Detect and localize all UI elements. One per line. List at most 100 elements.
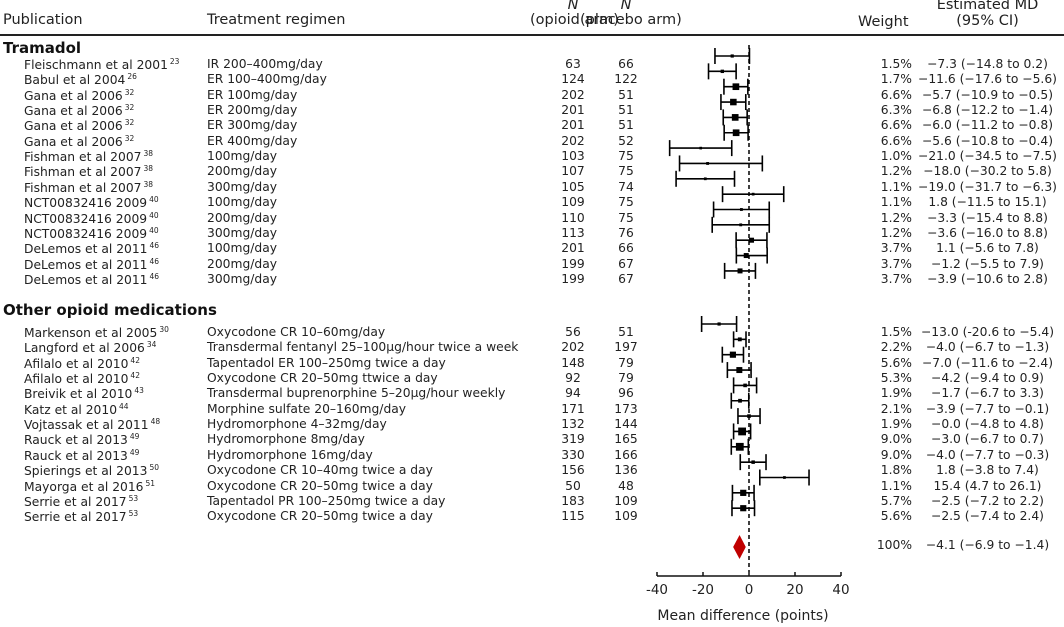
n-placebo: 75 [618,195,634,210]
estimated-md: −21.0 (−34.5 to −7.5) [918,149,1057,164]
publication-name: Fishman et al 2007 [24,180,142,195]
publication: Afilalo et al 2010 42 [24,371,140,386]
reference-number: 42 [130,355,140,365]
publication-name: DeLemos et al 2011 [24,257,148,272]
study-row: Gana et al 2006 32 ER 100mg/day 202 51 6.6% −5… [0,88,1064,103]
n-placebo: 75 [618,149,634,164]
reference-number: 38 [143,149,154,159]
publication: Rauck et al 2013 49 [24,432,139,447]
publication-name: Markenson et al 2005 [24,326,158,340]
point-estimate [736,367,743,374]
weight: 5.3% [880,371,912,386]
n-placebo: 79 [618,355,634,370]
publication: NCT00832416 2009 40 [24,211,159,226]
weight: 1.2% [880,210,912,225]
header-publication: Publication [3,12,83,28]
study-mark [721,186,785,203]
reference-number: 46 [149,241,160,251]
treatment-regimen: Oxycodone CR 10–60mg/day [207,325,386,339]
estimated-md: −18.0 (−30.2 to 5.8) [923,164,1052,179]
publication: Mayorga et al 2016 51 [24,479,155,494]
point-estimate [732,129,740,137]
n-opioid: 319 [561,432,585,447]
treatment-regimen: ER 200mg/day [207,103,298,118]
n-opioid: 201 [561,103,585,118]
n-placebo: 66 [618,57,634,71]
weight: 5.6% [880,355,912,370]
reference-number: 42 [130,371,140,381]
n-placebo: 51 [618,325,634,339]
header-n-opioid: N [567,0,579,13]
n-placebo: 165 [614,432,638,447]
treatment-regimen: Hydromorphone 8mg/day [207,432,365,447]
publication: Katz et al 2010 44 [24,402,129,417]
study-row: Fishman et al 2007 38 100mg/day 103 75 1.0% −2… [0,149,1064,164]
n-placebo: 51 [618,103,634,118]
treatment-regimen: 100mg/day [207,241,278,256]
study-mark [723,262,757,279]
estimated-md: 1.8 (−11.5 to 15.1) [928,195,1047,210]
study-mark [714,48,751,64]
weight: 1.2% [880,225,912,240]
treatment-regimen: 300mg/day [207,179,278,194]
n-opioid: 103 [561,149,585,164]
header-rule [0,34,1064,36]
publication-name: DeLemos et al 2011 [24,242,148,257]
treatment-regimen: Morphine sulfate 20–160mg/day [207,401,407,416]
weight: 6.6% [880,118,912,133]
x-axis: -40 -20 0 20 40 [646,572,850,598]
study-row: Babul et al 2004 26 ER 100–400mg/day 124 122… [0,72,1064,87]
estimated-md: −19.0 (−31.7 to −6.3) [918,179,1057,194]
point-estimate [730,54,734,58]
estimated-md: −3.9 (−10.6 to 2.8) [927,271,1048,286]
study-row: Fleischmann et al 2001 23 IR 200–400mg/day… [0,57,1064,72]
publication-name: Langford et al 2006 [24,341,145,356]
study-row: Serrie et al 2017 53 Tapentadol PR 100–250… [0,494,1064,509]
point-estimate [720,69,725,74]
study-mark [730,438,750,455]
n-placebo: 173 [614,401,638,416]
publication: Markenson et al 2005 30 [24,325,169,340]
point-estimate [751,192,755,196]
header-md: Estimated MD [936,0,1039,13]
n-placebo: 74 [618,179,634,194]
axis-tick-label: 40 [832,582,849,598]
axis-tick-label: 20 [786,582,803,598]
estimated-md: −7.0 (−11.6 to −2.4) [921,355,1054,370]
reference-number: 32 [124,103,135,113]
publication-name: Breivik et al 2010 [24,387,133,402]
estimated-md: −3.3 (−15.4 to 8.8) [927,210,1048,225]
study-row: Breivik et al 2010 43 Transdermal buprenor… [0,386,1064,401]
point-estimate [731,114,739,121]
weight: 1.1% [880,195,912,210]
weight: 2.2% [880,340,912,355]
weight: 6.6% [880,87,912,102]
n-opioid: 94 [565,386,581,401]
point-estimate [737,337,742,342]
weight: 1.5% [880,325,912,339]
group-header-tramadol: Tramadol [3,39,82,57]
point-estimate [703,177,707,181]
point-estimate [743,253,749,259]
study-row: Langford et al 2006 34 Transdermal fentany… [0,340,1064,355]
weight: 1.1% [880,478,912,493]
reference-number: 38 [143,164,154,174]
publication: Gana et al 2006 32 [24,88,134,103]
x-axis-label: Mean difference (points) [657,608,828,624]
study-mark [731,500,756,517]
publication-name: Mayorga et al 2016 [24,479,144,494]
n-placebo: 51 [618,87,634,102]
point-estimate [783,476,786,479]
study-mark [707,63,737,80]
weight: 9.0% [880,447,912,462]
point-estimate [740,489,747,496]
weight: 6.3% [880,103,912,118]
treatment-regimen: 100mg/day [207,195,278,210]
n-opioid: 109 [561,195,585,210]
n-placebo: 67 [618,271,634,286]
n-opioid: 110 [561,210,585,225]
study-row: Afilalo et al 2010 42 Tapentadol ER 100–25… [0,356,1064,371]
header-n-placebo: N [620,0,632,13]
treatment-regimen: Transdermal buprenorphine 5–20µg/hour we… [207,386,506,401]
pooled-diamond [733,535,746,559]
